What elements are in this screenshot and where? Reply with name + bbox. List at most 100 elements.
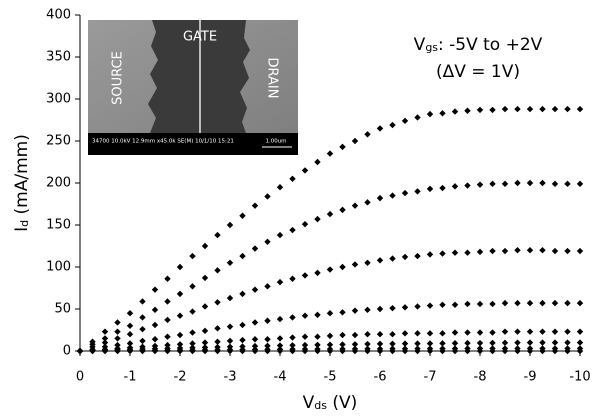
data-point [389,122,395,128]
data-point [452,183,458,189]
inset-label-gate: GATE [183,30,217,45]
data-point [177,332,183,338]
data-point [114,335,120,341]
annotation: Vgs: -5V to +2V [414,35,543,55]
data-point [202,275,208,281]
data-point [564,328,570,334]
data-point [327,211,333,217]
data-point [289,334,295,340]
data-point [227,338,233,344]
data-point [139,338,145,344]
x-tick-label: -6 [374,370,387,385]
data-point [202,328,208,334]
x-tick-label: -8 [474,370,487,385]
data-point [352,332,358,338]
data-point [377,257,383,263]
data-point [427,251,433,257]
inset-info: 34700 10.0kV 12.9mm x45.0k SE(M) 10/1/10… [92,139,234,145]
data-point [577,300,583,306]
data-point [514,328,520,334]
data-point [389,192,395,198]
data-point [302,334,308,340]
data-point [164,317,170,323]
data-point [464,182,470,188]
data-point [489,181,495,187]
data-point [377,331,383,337]
data-point [302,221,308,227]
inset-scale: 1.00um [265,139,286,145]
data-point [402,254,408,260]
data-point [327,310,333,316]
y-label-text: (mA/mm) [12,134,32,220]
data-point [427,302,433,308]
data-point [577,181,583,187]
data-point [527,247,533,253]
data-point [477,107,483,113]
data-point [252,319,258,325]
data-point [189,348,195,354]
data-point [277,232,283,238]
data-point [139,298,145,304]
data-point [402,330,408,336]
data-point [564,300,570,306]
x-label-subscript: ds [314,399,327,412]
data-point [139,314,145,320]
data-point [452,302,458,308]
data-point [427,111,433,117]
data-point [327,266,333,272]
data-point [389,255,395,261]
data-point [439,185,445,191]
data-point [202,243,208,249]
data-point [252,336,258,342]
data-point [402,190,408,196]
x-tick-label: -1 [124,370,137,385]
data-point [564,339,570,345]
y-tick-label: 100 [46,260,71,275]
data-point [514,180,520,186]
data-point [439,330,445,336]
data-point [227,295,233,301]
data-point [427,186,433,192]
data-point [502,106,508,112]
y-axis-label: Id (mA/mm) [12,134,32,232]
data-point [414,303,420,309]
data-point [352,307,358,313]
data-point [514,106,520,112]
data-point [577,248,583,254]
annotation-symbol: V [414,35,426,55]
data-point [364,131,370,137]
data-point [539,106,545,112]
data-point [152,286,158,292]
data-point [439,302,445,308]
data-point [252,202,258,208]
y-tick-label: 350 [46,50,71,65]
data-point [227,222,233,228]
data-point [552,328,558,334]
data-point [502,248,508,254]
data-point [127,310,133,316]
data-point [164,276,170,282]
data-point [489,340,495,346]
data-point [352,261,358,267]
data-point [264,193,270,199]
data-point [514,300,520,306]
data-point [577,339,583,345]
data-point [302,167,308,173]
data-point [564,181,570,187]
data-point [364,199,370,205]
x-label-text: (V) [327,393,357,413]
data-point [264,318,270,324]
data-point [452,108,458,114]
data-point [327,333,333,339]
data-point [352,138,358,144]
data-point [302,313,308,319]
data-point [102,328,108,334]
data-point [552,181,558,187]
y-tick-label: 150 [46,218,71,233]
data-point [514,247,520,253]
data-point [127,331,133,337]
data-point [489,107,495,113]
data-point [277,279,283,285]
x-tick-label: -9 [524,370,537,385]
data-point [227,348,233,354]
